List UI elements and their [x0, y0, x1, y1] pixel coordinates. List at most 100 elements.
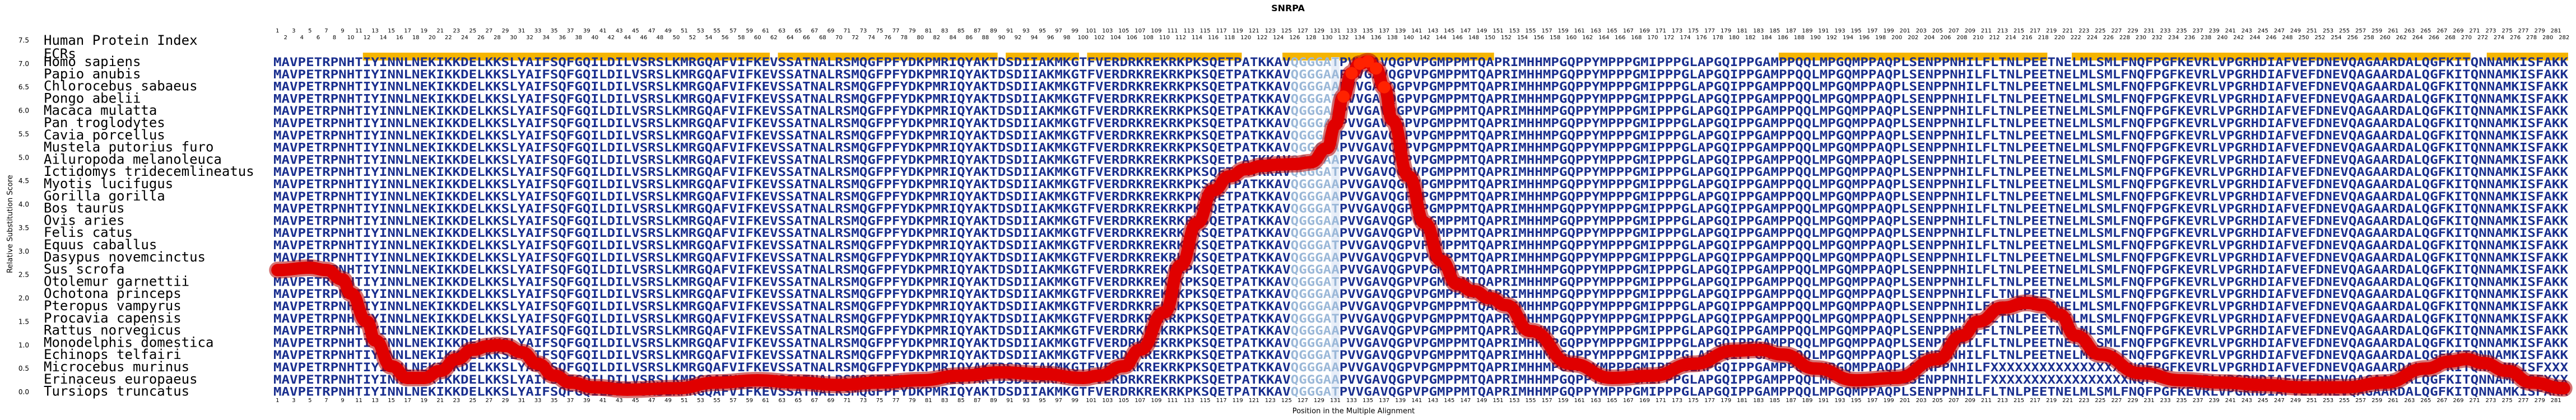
- species-label: Mustela putorius furo: [44, 139, 213, 155]
- species-label: Ovis aries: [44, 212, 125, 228]
- top-index-label: 74: [868, 35, 875, 41]
- ecr-bar: [2486, 53, 2568, 60]
- bottom-index-label: 23: [453, 398, 460, 404]
- species-label: Procavia capensis: [44, 310, 182, 326]
- curve-point: [955, 369, 968, 382]
- top-index-label: 281: [2551, 28, 2561, 34]
- curve-point: [1239, 163, 1252, 176]
- top-index-label: 183: [1753, 28, 1764, 34]
- bottom-index-label: 263: [2404, 398, 2415, 404]
- top-index-label: 53: [697, 28, 704, 34]
- top-index-label: 88: [982, 35, 989, 41]
- top-index-label: 34: [542, 35, 550, 41]
- curve-point: [1451, 278, 1464, 291]
- species-label: Felis catus: [44, 225, 133, 240]
- bottom-index-label: 19: [420, 398, 427, 404]
- bottom-index-label: 219: [2046, 398, 2057, 404]
- top-index-label: 177: [1704, 28, 1715, 34]
- y-tick-label: 6.5: [18, 83, 29, 91]
- bottom-index-label: 43: [616, 398, 623, 404]
- top-index-label: 222: [2071, 35, 2081, 41]
- species-label: Gorilla gorilla: [44, 188, 165, 204]
- bottom-index-label: 125: [1281, 398, 1292, 404]
- curve-point: [1500, 299, 1513, 312]
- top-index-label: 63: [778, 28, 785, 34]
- top-index-label: 244: [2249, 35, 2260, 41]
- bottom-index-label: 9: [341, 398, 344, 404]
- top-index-label: 239: [2209, 28, 2220, 34]
- bottom-index-label: 89: [990, 398, 997, 404]
- bottom-index-label: 199: [1884, 398, 1894, 404]
- top-index-label: 135: [1363, 28, 1373, 34]
- curve-point: [336, 273, 349, 286]
- bottom-index-label: 17: [404, 398, 411, 404]
- y-tick-label: 1.5: [18, 318, 29, 325]
- top-index-label: 243: [2242, 28, 2252, 34]
- ecr-bar: [1006, 53, 1079, 60]
- top-index-label: 44: [624, 35, 631, 41]
- top-index-label: 25: [469, 28, 476, 34]
- curve-point: [532, 357, 545, 370]
- top-index-label: 211: [1981, 28, 1992, 34]
- top-index-label: 7: [324, 28, 328, 34]
- top-index-label: 232: [2152, 35, 2163, 41]
- top-index-label: 112: [1175, 35, 1186, 41]
- curve-point: [320, 264, 333, 277]
- top-index-label: 28: [494, 35, 501, 41]
- bottom-index-label: 173: [1672, 398, 1682, 404]
- curve-point: [515, 346, 528, 358]
- curve-point: [1117, 360, 1130, 372]
- top-index-label: 241: [2225, 28, 2236, 34]
- top-index-label: 271: [2469, 28, 2480, 34]
- top-index-label: 78: [900, 35, 908, 41]
- top-index-label: 217: [2030, 28, 2040, 34]
- species-label: Pongo abelii: [44, 90, 141, 106]
- bottom-index-label: 31: [518, 398, 526, 404]
- sequence-row: MAVPETRPNHTIYINNLNEKIKKDELKKSLYAIFSQFGQI…: [273, 153, 2568, 166]
- curve-point: [2501, 365, 2514, 377]
- top-index-label: 128: [1305, 35, 1316, 41]
- top-index-label: 155: [1526, 28, 1536, 34]
- species-label: Tursiops truncatus: [44, 384, 189, 399]
- bottom-index-label: 281: [2551, 398, 2561, 404]
- species-label: Rattus norvegicus: [44, 323, 182, 338]
- bottom-index-label: 171: [1656, 398, 1666, 404]
- curve-point: [1777, 348, 1789, 361]
- bottom-index-label: 119: [1233, 398, 1243, 404]
- top-index-label: 168: [1631, 35, 1642, 41]
- top-index-label: 47: [648, 28, 655, 34]
- top-index-label: 174: [1680, 35, 1691, 41]
- bottom-index-label: 135: [1363, 398, 1373, 404]
- top-index-label: 260: [2380, 35, 2391, 41]
- bottom-index-label: 133: [1346, 398, 1357, 404]
- curve-point: [1467, 284, 1480, 297]
- bottom-index-label: 115: [1200, 398, 1211, 404]
- top-index-label: 137: [1379, 28, 1389, 34]
- curve-point: [1361, 55, 1374, 68]
- y-tick-label: 4.0: [18, 200, 29, 208]
- top-index-label: 82: [933, 35, 940, 41]
- y-tick-label: 0.5: [18, 365, 29, 372]
- species-label: Myotis lucifugus: [44, 176, 173, 192]
- top-index-label: 240: [2217, 35, 2228, 41]
- curve-point: [710, 376, 723, 389]
- sequence-row: MAVPETRPNHTIYINNLNEKIKKDELKKSLYAIFSQFGQI…: [273, 251, 2568, 264]
- top-index-label: 250: [2298, 35, 2309, 41]
- curve-point: [2175, 374, 2188, 387]
- top-index-label: 8: [333, 35, 336, 41]
- top-index-label: 121: [1249, 28, 1259, 34]
- bottom-index-label: 275: [2502, 398, 2513, 404]
- top-index-label: 164: [1598, 35, 1609, 41]
- curve-point: [2419, 362, 2432, 375]
- top-index-label: 252: [2314, 35, 2325, 41]
- curve-point: [1036, 368, 1049, 381]
- y-tick-label: 7.0: [18, 60, 29, 68]
- top-index-label: 181: [1737, 28, 1747, 34]
- top-index-label: 96: [1047, 35, 1054, 41]
- top-index-label: 147: [1460, 28, 1471, 34]
- bottom-index-label: 249: [2290, 398, 2301, 404]
- curve-point: [1077, 371, 1090, 384]
- top-index-label: 267: [2436, 28, 2447, 34]
- top-index-label: 256: [2347, 35, 2358, 41]
- top-index-label: 245: [2258, 28, 2268, 34]
